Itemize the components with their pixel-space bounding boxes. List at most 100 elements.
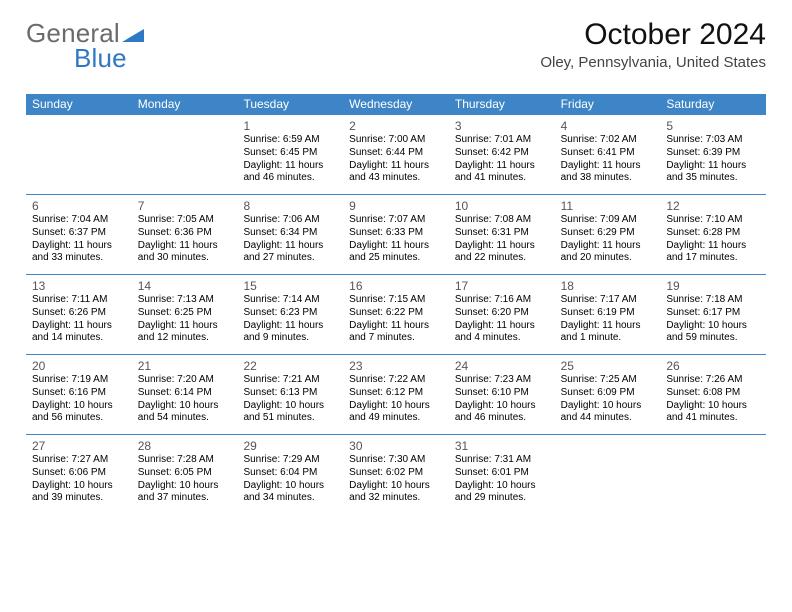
day-info: Sunrise: 7:23 AMSunset: 6:10 PMDaylight:… bbox=[455, 374, 549, 425]
week-row: 27Sunrise: 7:27 AMSunset: 6:06 PMDayligh… bbox=[26, 435, 766, 515]
day-info: Sunrise: 7:03 AMSunset: 6:39 PMDaylight:… bbox=[666, 134, 760, 185]
day-cell: 22Sunrise: 7:21 AMSunset: 6:13 PMDayligh… bbox=[237, 355, 343, 434]
day-cell: 12Sunrise: 7:10 AMSunset: 6:28 PMDayligh… bbox=[660, 195, 766, 274]
brand-logo: General Blue bbox=[26, 18, 144, 80]
day-number: 3 bbox=[455, 119, 549, 133]
day-cell: 31Sunrise: 7:31 AMSunset: 6:01 PMDayligh… bbox=[449, 435, 555, 515]
header: General Blue October 2024 Oley, Pennsylv… bbox=[26, 18, 766, 80]
weekday-header: Friday bbox=[555, 94, 661, 115]
day-number: 17 bbox=[455, 279, 549, 293]
day-number: 23 bbox=[349, 359, 443, 373]
day-cell bbox=[555, 435, 661, 515]
day-info: Sunrise: 7:09 AMSunset: 6:29 PMDaylight:… bbox=[561, 214, 655, 265]
day-number: 2 bbox=[349, 119, 443, 133]
day-info: Sunrise: 6:59 AMSunset: 6:45 PMDaylight:… bbox=[243, 134, 337, 185]
day-cell: 28Sunrise: 7:28 AMSunset: 6:05 PMDayligh… bbox=[132, 435, 238, 515]
day-cell: 23Sunrise: 7:22 AMSunset: 6:12 PMDayligh… bbox=[343, 355, 449, 434]
day-cell: 6Sunrise: 7:04 AMSunset: 6:37 PMDaylight… bbox=[26, 195, 132, 274]
weekday-header: Saturday bbox=[660, 94, 766, 115]
weekday-header: Thursday bbox=[449, 94, 555, 115]
day-info: Sunrise: 7:31 AMSunset: 6:01 PMDaylight:… bbox=[455, 454, 549, 505]
day-number: 20 bbox=[32, 359, 126, 373]
day-cell: 8Sunrise: 7:06 AMSunset: 6:34 PMDaylight… bbox=[237, 195, 343, 274]
day-info: Sunrise: 7:21 AMSunset: 6:13 PMDaylight:… bbox=[243, 374, 337, 425]
day-number: 11 bbox=[561, 199, 655, 213]
day-number: 13 bbox=[32, 279, 126, 293]
day-info: Sunrise: 7:00 AMSunset: 6:44 PMDaylight:… bbox=[349, 134, 443, 185]
day-number: 4 bbox=[561, 119, 655, 133]
day-number: 14 bbox=[138, 279, 232, 293]
day-number: 27 bbox=[32, 439, 126, 453]
day-cell: 26Sunrise: 7:26 AMSunset: 6:08 PMDayligh… bbox=[660, 355, 766, 434]
weekday-header: Tuesday bbox=[237, 94, 343, 115]
day-number: 26 bbox=[666, 359, 760, 373]
day-info: Sunrise: 7:02 AMSunset: 6:41 PMDaylight:… bbox=[561, 134, 655, 185]
day-cell: 11Sunrise: 7:09 AMSunset: 6:29 PMDayligh… bbox=[555, 195, 661, 274]
brand-word2: Blue bbox=[74, 43, 127, 73]
day-cell: 7Sunrise: 7:05 AMSunset: 6:36 PMDaylight… bbox=[132, 195, 238, 274]
day-info: Sunrise: 7:01 AMSunset: 6:42 PMDaylight:… bbox=[455, 134, 549, 185]
week-row: 6Sunrise: 7:04 AMSunset: 6:37 PMDaylight… bbox=[26, 195, 766, 275]
day-info: Sunrise: 7:11 AMSunset: 6:26 PMDaylight:… bbox=[32, 294, 126, 345]
day-cell: 30Sunrise: 7:30 AMSunset: 6:02 PMDayligh… bbox=[343, 435, 449, 515]
weekday-header-row: SundayMondayTuesdayWednesdayThursdayFrid… bbox=[26, 94, 766, 115]
day-cell: 3Sunrise: 7:01 AMSunset: 6:42 PMDaylight… bbox=[449, 115, 555, 194]
day-number: 24 bbox=[455, 359, 549, 373]
day-info: Sunrise: 7:18 AMSunset: 6:17 PMDaylight:… bbox=[666, 294, 760, 345]
week-row: 20Sunrise: 7:19 AMSunset: 6:16 PMDayligh… bbox=[26, 355, 766, 435]
day-info: Sunrise: 7:08 AMSunset: 6:31 PMDaylight:… bbox=[455, 214, 549, 265]
day-info: Sunrise: 7:13 AMSunset: 6:25 PMDaylight:… bbox=[138, 294, 232, 345]
day-number: 22 bbox=[243, 359, 337, 373]
week-row: 13Sunrise: 7:11 AMSunset: 6:26 PMDayligh… bbox=[26, 275, 766, 355]
day-number: 1 bbox=[243, 119, 337, 133]
day-info: Sunrise: 7:26 AMSunset: 6:08 PMDaylight:… bbox=[666, 374, 760, 425]
day-info: Sunrise: 7:07 AMSunset: 6:33 PMDaylight:… bbox=[349, 214, 443, 265]
day-info: Sunrise: 7:29 AMSunset: 6:04 PMDaylight:… bbox=[243, 454, 337, 505]
day-number: 8 bbox=[243, 199, 337, 213]
day-cell: 13Sunrise: 7:11 AMSunset: 6:26 PMDayligh… bbox=[26, 275, 132, 354]
day-info: Sunrise: 7:19 AMSunset: 6:16 PMDaylight:… bbox=[32, 374, 126, 425]
day-cell: 5Sunrise: 7:03 AMSunset: 6:39 PMDaylight… bbox=[660, 115, 766, 194]
day-cell: 18Sunrise: 7:17 AMSunset: 6:19 PMDayligh… bbox=[555, 275, 661, 354]
day-number: 21 bbox=[138, 359, 232, 373]
day-cell: 16Sunrise: 7:15 AMSunset: 6:22 PMDayligh… bbox=[343, 275, 449, 354]
day-info: Sunrise: 7:04 AMSunset: 6:37 PMDaylight:… bbox=[32, 214, 126, 265]
day-cell: 27Sunrise: 7:27 AMSunset: 6:06 PMDayligh… bbox=[26, 435, 132, 515]
weekday-header: Monday bbox=[132, 94, 238, 115]
day-cell: 10Sunrise: 7:08 AMSunset: 6:31 PMDayligh… bbox=[449, 195, 555, 274]
day-cell bbox=[660, 435, 766, 515]
day-number: 12 bbox=[666, 199, 760, 213]
day-cell: 20Sunrise: 7:19 AMSunset: 6:16 PMDayligh… bbox=[26, 355, 132, 434]
day-cell: 17Sunrise: 7:16 AMSunset: 6:20 PMDayligh… bbox=[449, 275, 555, 354]
day-number: 6 bbox=[32, 199, 126, 213]
day-cell: 24Sunrise: 7:23 AMSunset: 6:10 PMDayligh… bbox=[449, 355, 555, 434]
day-number: 19 bbox=[666, 279, 760, 293]
day-number: 18 bbox=[561, 279, 655, 293]
day-cell: 1Sunrise: 6:59 AMSunset: 6:45 PMDaylight… bbox=[237, 115, 343, 194]
day-cell: 14Sunrise: 7:13 AMSunset: 6:25 PMDayligh… bbox=[132, 275, 238, 354]
page-subtitle: Oley, Pennsylvania, United States bbox=[540, 54, 766, 71]
day-number: 16 bbox=[349, 279, 443, 293]
calendar: SundayMondayTuesdayWednesdayThursdayFrid… bbox=[26, 94, 766, 515]
day-info: Sunrise: 7:25 AMSunset: 6:09 PMDaylight:… bbox=[561, 374, 655, 425]
day-number: 25 bbox=[561, 359, 655, 373]
day-number: 10 bbox=[455, 199, 549, 213]
title-area: October 2024 Oley, Pennsylvania, United … bbox=[540, 18, 766, 71]
day-number: 9 bbox=[349, 199, 443, 213]
day-number: 28 bbox=[138, 439, 232, 453]
day-number: 7 bbox=[138, 199, 232, 213]
day-cell: 9Sunrise: 7:07 AMSunset: 6:33 PMDaylight… bbox=[343, 195, 449, 274]
day-info: Sunrise: 7:16 AMSunset: 6:20 PMDaylight:… bbox=[455, 294, 549, 345]
day-cell: 21Sunrise: 7:20 AMSunset: 6:14 PMDayligh… bbox=[132, 355, 238, 434]
page-title: October 2024 bbox=[540, 18, 766, 52]
day-cell: 2Sunrise: 7:00 AMSunset: 6:44 PMDaylight… bbox=[343, 115, 449, 194]
weekday-header: Wednesday bbox=[343, 94, 449, 115]
day-number: 15 bbox=[243, 279, 337, 293]
day-cell bbox=[132, 115, 238, 194]
day-cell: 4Sunrise: 7:02 AMSunset: 6:41 PMDaylight… bbox=[555, 115, 661, 194]
day-info: Sunrise: 7:20 AMSunset: 6:14 PMDaylight:… bbox=[138, 374, 232, 425]
day-info: Sunrise: 7:15 AMSunset: 6:22 PMDaylight:… bbox=[349, 294, 443, 345]
day-number: 5 bbox=[666, 119, 760, 133]
day-info: Sunrise: 7:30 AMSunset: 6:02 PMDaylight:… bbox=[349, 454, 443, 505]
day-info: Sunrise: 7:10 AMSunset: 6:28 PMDaylight:… bbox=[666, 214, 760, 265]
